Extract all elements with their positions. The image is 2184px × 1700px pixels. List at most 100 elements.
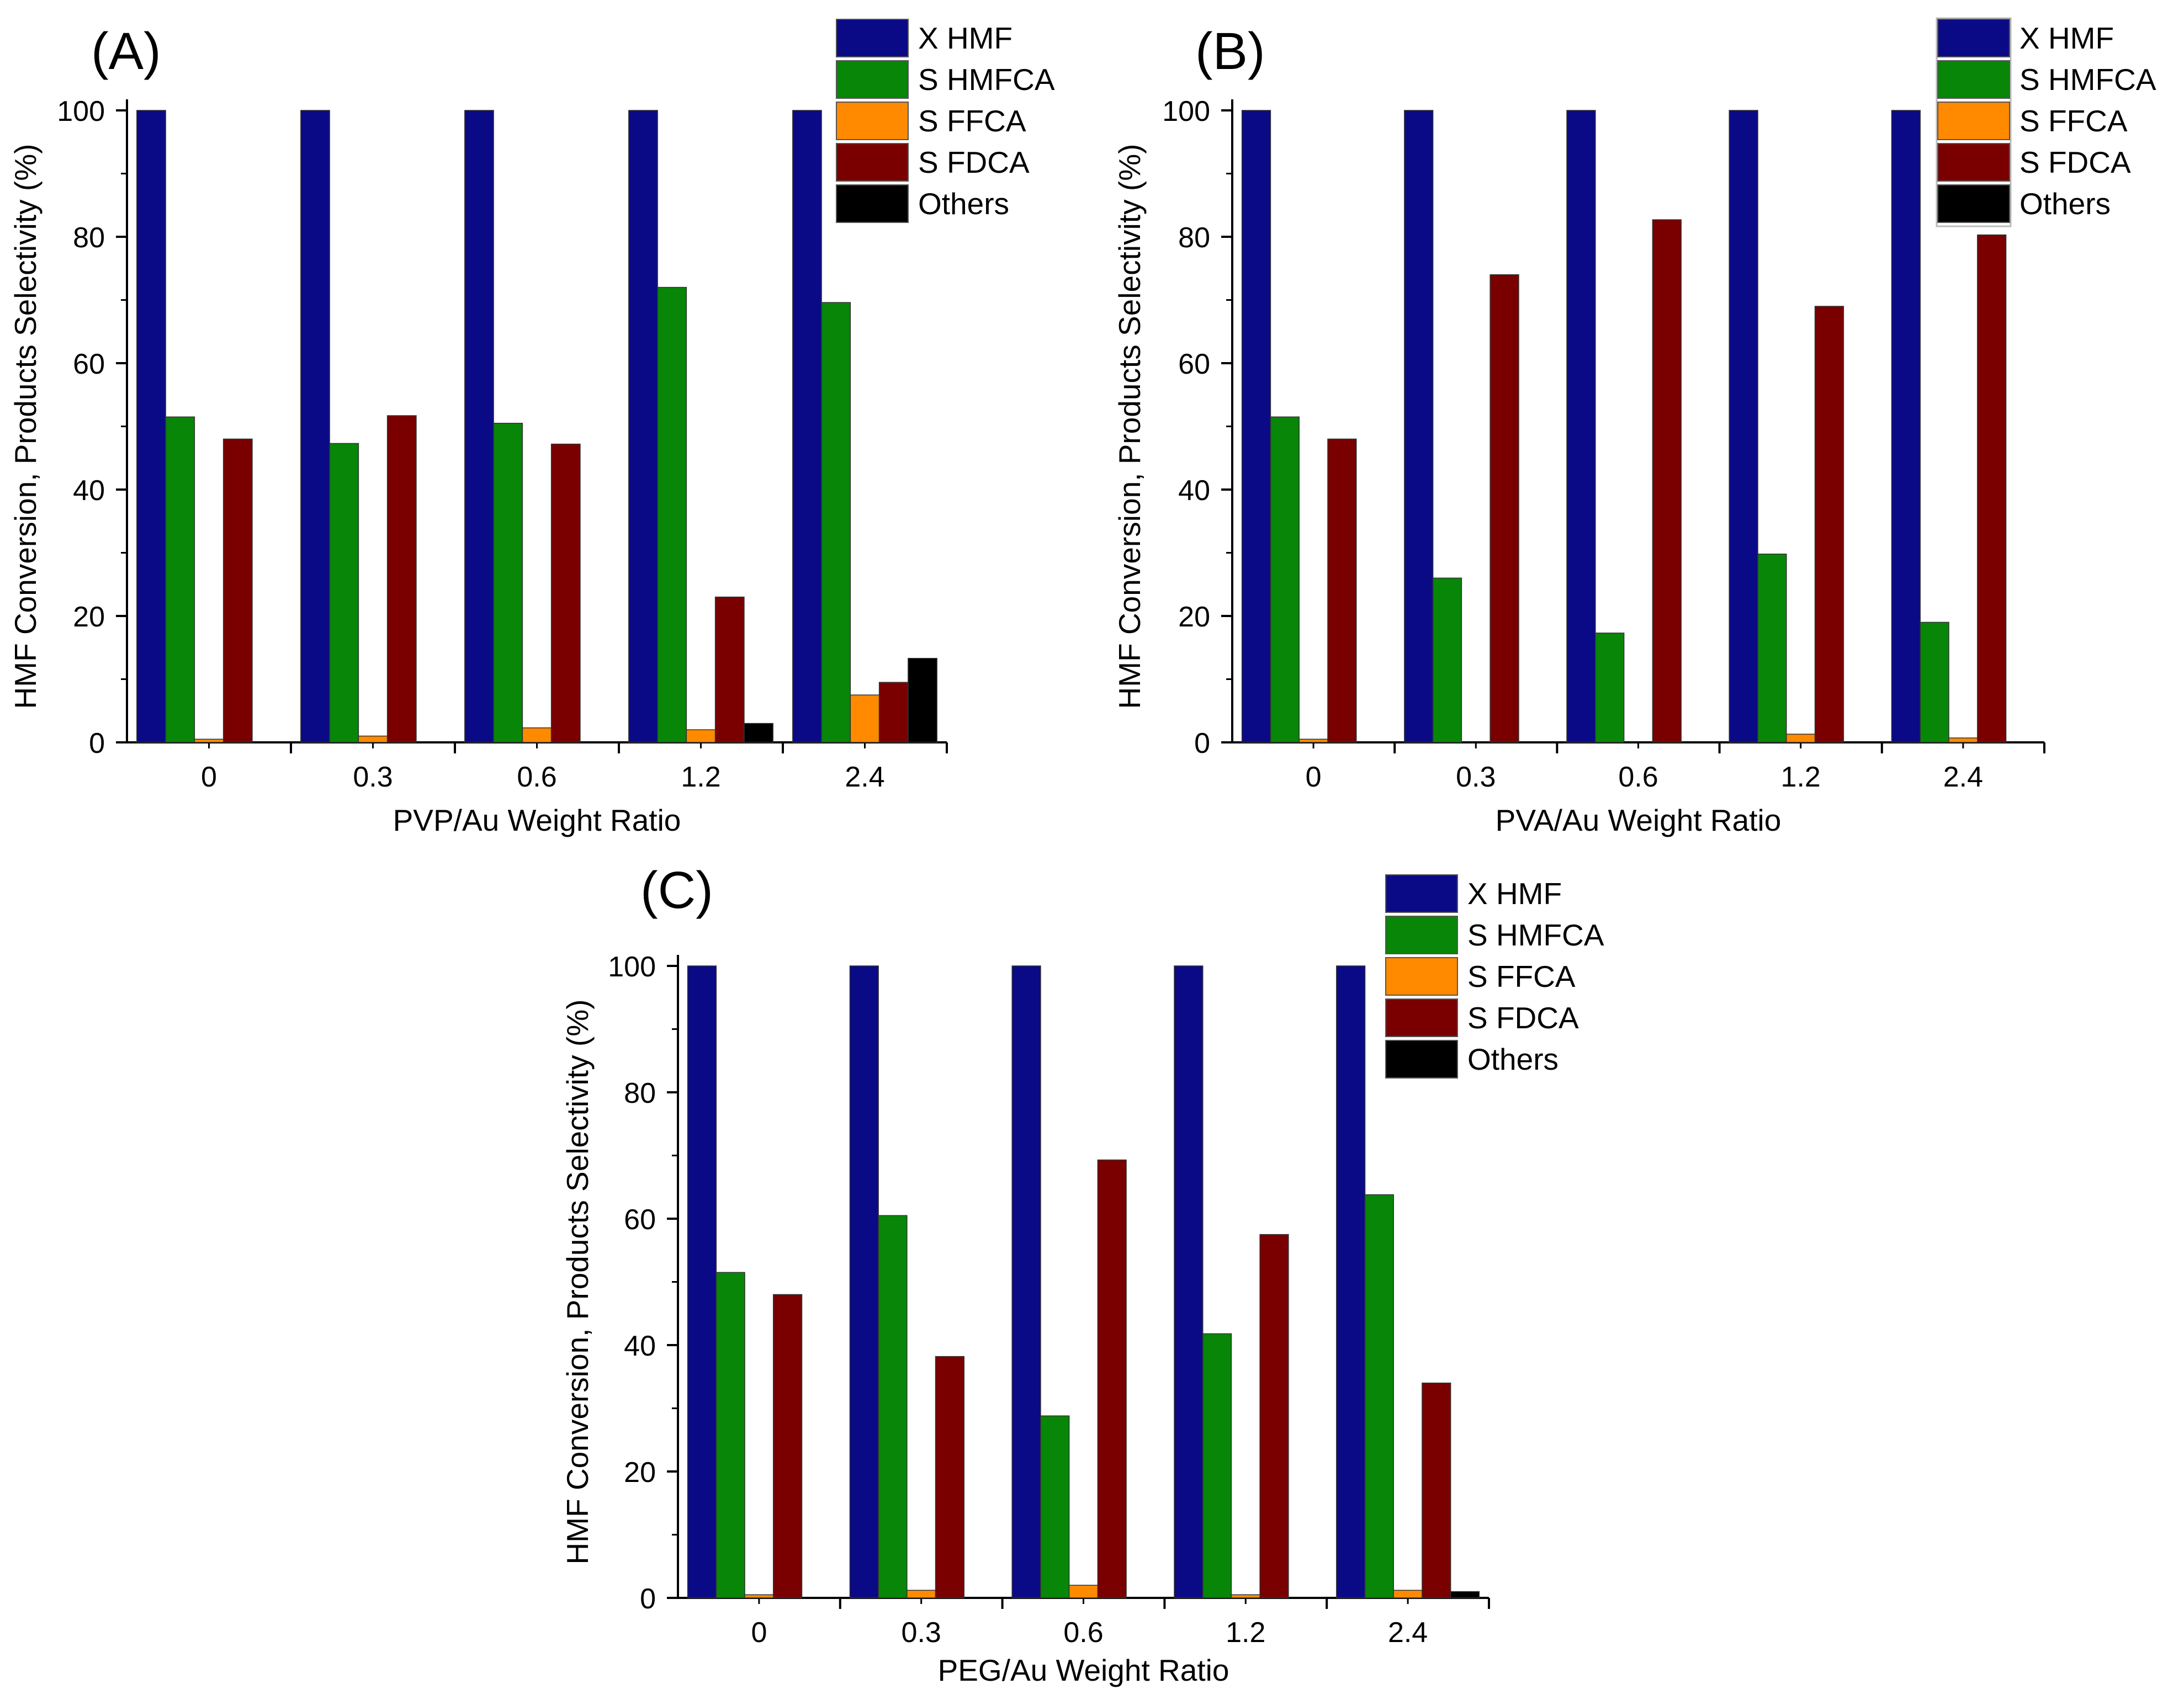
bar-s-fdca bbox=[1814, 306, 1844, 743]
bar-s-ffca bbox=[744, 1594, 774, 1598]
bar-s-hmfca bbox=[1595, 633, 1625, 743]
y-tick-label: 0 bbox=[1194, 727, 1210, 759]
bar-s-ffca bbox=[1786, 734, 1816, 743]
legend-label: S FFCA bbox=[1467, 959, 1576, 994]
bar-s-ffca bbox=[1393, 1590, 1423, 1598]
bar-x-hmf bbox=[1404, 110, 1434, 743]
bar-x-hmf bbox=[792, 110, 822, 743]
bar-x-hmf bbox=[1729, 110, 1758, 743]
y-tick-label: 60 bbox=[73, 348, 105, 380]
bar-s-hmfca bbox=[715, 1272, 745, 1598]
y-tick-label: 0 bbox=[640, 1583, 656, 1615]
legend-label: Others bbox=[1467, 1042, 1559, 1076]
bar-s-ffca bbox=[194, 739, 224, 743]
bar-s-hmfca bbox=[1040, 1415, 1070, 1598]
bar-s-fdca bbox=[773, 1294, 803, 1598]
x-tick-label: 0.3 bbox=[902, 1617, 941, 1649]
y-tick-label: 0 bbox=[89, 727, 105, 759]
y-tick-label: 40 bbox=[73, 475, 105, 507]
bar-s-fdca bbox=[1489, 274, 1519, 743]
legend-label: S FDCA bbox=[2019, 145, 2131, 179]
bar-s-hmfca bbox=[493, 423, 523, 743]
x-tick-label: 1.2 bbox=[1781, 761, 1821, 793]
bar-s-ffca bbox=[1068, 1585, 1099, 1598]
legend-label: S FDCA bbox=[918, 145, 1030, 179]
x-tick-label: 0.3 bbox=[1456, 761, 1496, 793]
bar-others bbox=[744, 722, 773, 743]
y-tick-label: 60 bbox=[1178, 348, 1210, 380]
legend-label: S HMFCA bbox=[2019, 62, 2156, 97]
x-tick-label: 2.4 bbox=[1943, 761, 1983, 793]
bar-s-fdca bbox=[714, 596, 745, 743]
bar-s-hmfca bbox=[1202, 1333, 1232, 1598]
legend-label: Others bbox=[2019, 187, 2111, 221]
legend-swatch bbox=[836, 60, 909, 99]
bar-s-ffca bbox=[686, 729, 716, 743]
legend-label: X HMF bbox=[1467, 876, 1562, 911]
bar-s-ffca bbox=[907, 1590, 936, 1598]
bar-x-hmf bbox=[1174, 965, 1204, 1598]
legend-label: S HMFCA bbox=[918, 62, 1055, 97]
bar-s-hmfca bbox=[165, 416, 195, 743]
bar-s-hmfca bbox=[1920, 621, 1949, 743]
y-axis-title: HMF Conversion, Products Selectivity (%) bbox=[1112, 144, 1147, 709]
y-tick-label: 80 bbox=[624, 1077, 656, 1109]
legend-label: S FFCA bbox=[2019, 104, 2128, 138]
bar-s-ffca bbox=[522, 727, 552, 743]
x-tick-label: 1.2 bbox=[1226, 1617, 1265, 1649]
y-tick-label: 20 bbox=[73, 601, 105, 633]
y-tick-label: 100 bbox=[57, 95, 105, 128]
x-tick-label: 1.2 bbox=[681, 761, 720, 793]
x-tick-label: 0 bbox=[1306, 761, 1322, 793]
bar-others bbox=[908, 657, 937, 743]
bar-s-hmfca bbox=[878, 1215, 908, 1598]
y-tick-label: 40 bbox=[624, 1330, 656, 1362]
bar-s-ffca bbox=[850, 694, 880, 743]
y-tick-label: 80 bbox=[73, 222, 105, 254]
legend-swatch bbox=[1937, 184, 2010, 223]
bar-x-hmf bbox=[1241, 110, 1271, 743]
bar-x-hmf bbox=[464, 110, 494, 743]
legend-label: S FDCA bbox=[1467, 1001, 1579, 1035]
y-tick-label: 100 bbox=[1162, 95, 1210, 128]
y-tick-label: 80 bbox=[1178, 222, 1210, 254]
bar-x-hmf bbox=[1891, 110, 1921, 743]
bar-x-hmf bbox=[628, 110, 658, 743]
legend-swatch bbox=[836, 19, 909, 57]
legend-swatch bbox=[1937, 19, 2010, 57]
bar-x-hmf bbox=[1011, 965, 1041, 1598]
bar-s-fdca bbox=[1097, 1159, 1127, 1598]
legend-swatch bbox=[836, 143, 909, 182]
bar-x-hmf bbox=[849, 965, 879, 1598]
x-tick-label: 0.6 bbox=[1063, 1617, 1103, 1649]
bar-s-hmfca bbox=[1270, 416, 1300, 743]
legend-label: Others bbox=[918, 187, 1009, 221]
bar-s-ffca bbox=[358, 735, 388, 743]
bar-x-hmf bbox=[687, 965, 717, 1598]
legend-swatch bbox=[1385, 998, 1458, 1037]
legend-label: S HMFCA bbox=[1467, 918, 1604, 952]
legend-swatch bbox=[1937, 143, 2010, 182]
panel-label: (C) bbox=[640, 861, 713, 920]
x-tick-label: 0.6 bbox=[517, 761, 556, 793]
legend-frame bbox=[1936, 17, 2012, 227]
bar-s-fdca bbox=[935, 1356, 965, 1598]
bar-s-fdca bbox=[1259, 1234, 1289, 1598]
x-tick-label: 0.3 bbox=[353, 761, 393, 793]
y-axis-title: HMF Conversion, Products Selectivity (%) bbox=[8, 144, 43, 709]
bar-x-hmf bbox=[1566, 110, 1596, 743]
y-axis-title: HMF Conversion, Products Selectivity (%) bbox=[560, 1000, 595, 1565]
x-axis-title: PVA/Au Weight Ratio bbox=[1496, 803, 1782, 837]
y-tick-label: 60 bbox=[624, 1204, 656, 1236]
bar-s-hmfca bbox=[821, 302, 851, 743]
x-axis-title: PVP/Au Weight Ratio bbox=[393, 803, 681, 837]
bar-s-fdca bbox=[550, 443, 581, 743]
bar-s-hmfca bbox=[1364, 1194, 1394, 1598]
bar-others bbox=[1450, 1591, 1480, 1598]
legend-swatch bbox=[836, 184, 909, 223]
legend-swatch bbox=[1385, 874, 1458, 913]
legend-swatch bbox=[1385, 957, 1458, 996]
chart-panel-3: (C) 0 20 40 60 80 100 0 0.3 0.6 1.2 2.4 PEG/Au Weigh… bbox=[560, 861, 1604, 1687]
bar-s-hmfca bbox=[329, 443, 359, 743]
